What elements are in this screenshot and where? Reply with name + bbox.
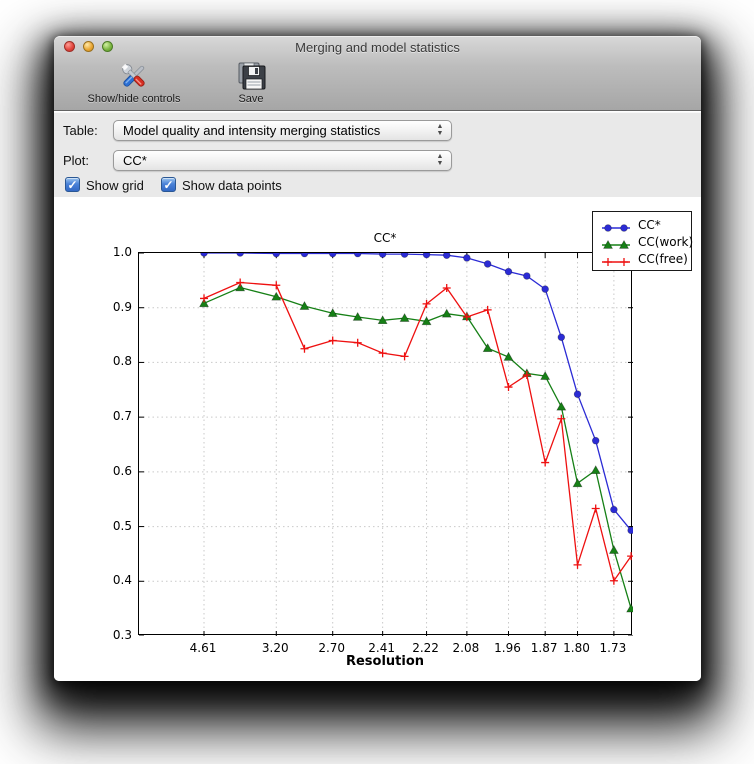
y-tick-label: 0.7: [112, 409, 132, 424]
controls-panel: Table: Model quality and intensity mergi…: [54, 112, 701, 197]
legend-entry-ccstar: CC*: [600, 216, 691, 233]
legend-sample-circle: [600, 219, 632, 232]
window-chrome: Merging and model statistics: [54, 36, 701, 111]
legend-entry-ccfree: CC(free): [600, 250, 691, 267]
stepper-icon: ▲ ▼: [436, 123, 444, 137]
x-tick-label: 1.80: [563, 641, 590, 655]
y-tick-label: 0.4: [112, 573, 132, 588]
x-tick-label: 4.61: [189, 641, 217, 655]
y-tick-label: 1.0: [112, 245, 132, 259]
show-hide-controls-button[interactable]: Show/hide controls: [78, 60, 190, 105]
save-button[interactable]: Save: [222, 60, 280, 105]
save-label: Save: [238, 93, 264, 105]
x-tick-label: 2.41: [368, 641, 395, 655]
legend-sample-triangle: [600, 236, 632, 249]
y-tick-label: 0.6: [112, 463, 132, 478]
y-tick-label: 0.3: [112, 628, 132, 642]
table-label: Table:: [63, 123, 98, 138]
x-axis-label: Resolution: [345, 654, 425, 669]
show-data-points-label: Show data points: [182, 178, 282, 193]
tools-icon: [117, 60, 151, 93]
app-window: Merging and model statistics: [54, 36, 701, 681]
y-tick-label: 0.8: [112, 354, 132, 369]
plot-dropdown[interactable]: CC* ▲ ▼: [113, 150, 452, 171]
close-button[interactable]: [64, 41, 75, 52]
table-dropdown-value: Model quality and intensity merging stat…: [123, 123, 381, 138]
window-title: Merging and model statistics: [295, 40, 460, 55]
toolbar: Show/hide controls Save: [54, 58, 701, 111]
minimize-button[interactable]: [83, 41, 94, 52]
y-tick-label: 0.9: [112, 299, 132, 314]
show-grid-label: Show grid: [86, 178, 144, 193]
table-dropdown[interactable]: Model quality and intensity merging stat…: [113, 120, 452, 141]
plot-title: CC*: [373, 231, 397, 245]
x-tick-label: 2.22: [412, 641, 439, 655]
plot-axes: [138, 252, 633, 636]
x-tick-label: 3.20: [261, 641, 289, 655]
plot-label: Plot:: [63, 153, 90, 168]
show-grid-checkbox[interactable]: ✓: [65, 177, 80, 192]
legend-entry-ccwork: CC(work): [600, 233, 693, 250]
show-hide-controls-label: Show/hide controls: [87, 93, 181, 105]
x-tick-label: 1.87: [530, 641, 558, 655]
checkbox-row: ✓ Show grid ✓ Show data points: [54, 177, 701, 195]
x-tick-label: 1.73: [599, 641, 627, 655]
zoom-button[interactable]: [102, 41, 113, 52]
stepper-icon: ▲ ▼: [436, 153, 444, 167]
x-tick-label: 2.08: [452, 641, 480, 655]
x-tick-label: 2.70: [318, 641, 346, 655]
titlebar[interactable]: Merging and model statistics: [54, 36, 701, 58]
show-data-points-checkbox[interactable]: ✓: [161, 177, 176, 192]
legend-sample-plus: [600, 253, 632, 266]
x-tick-label: 1.96: [494, 641, 521, 655]
plot-figure: CC* 1.0 0.9 0.8 0.7 0.6 0.5 0.4 0.3 4.61 3.20 2.70…: [54, 197, 701, 681]
legend: CC* CC(work) CC(free): [592, 211, 693, 271]
save-icon: [234, 60, 268, 93]
plot-dropdown-value: CC*: [123, 153, 147, 168]
y-tick-label: 0.5: [112, 518, 132, 533]
